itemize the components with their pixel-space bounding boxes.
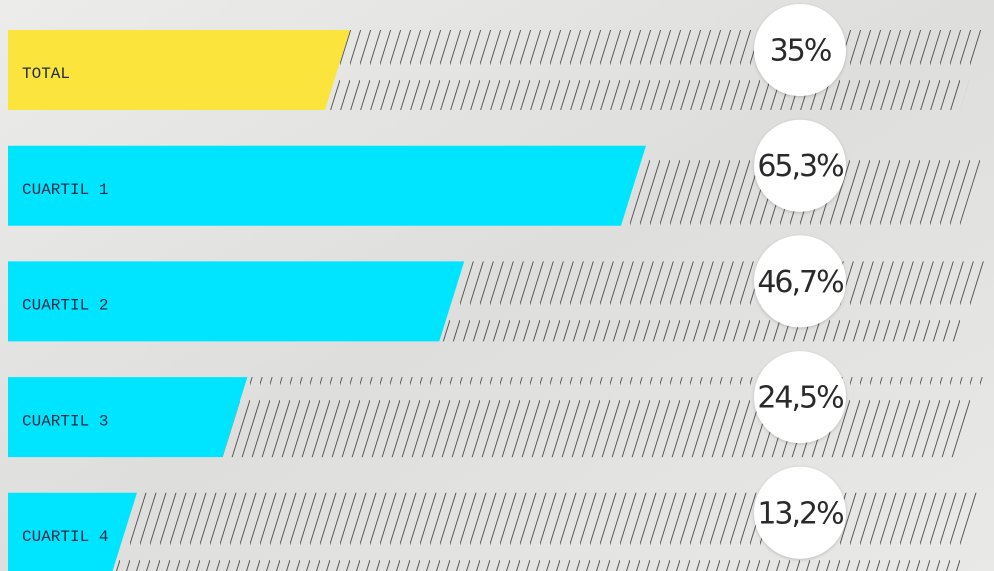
value-label: 24,5% bbox=[757, 381, 843, 416]
hatch-track bbox=[439, 261, 985, 342]
value-badge bbox=[754, 466, 846, 559]
value-badge bbox=[754, 119, 846, 212]
bar bbox=[8, 261, 465, 342]
bar bbox=[8, 377, 248, 458]
hatch-track bbox=[222, 377, 986, 458]
value-badge bbox=[754, 235, 846, 328]
bar bbox=[8, 492, 137, 571]
category-label: CUARTIL 4 bbox=[22, 528, 108, 546]
hatch-track bbox=[324, 30, 985, 110]
category-label: CUARTIL 3 bbox=[22, 412, 108, 430]
bar bbox=[8, 30, 350, 110]
value-badge bbox=[754, 351, 846, 444]
value-badge bbox=[754, 4, 846, 96]
hatch-track bbox=[112, 492, 985, 571]
value-label: 65,3% bbox=[757, 149, 843, 184]
value-label: 35% bbox=[770, 34, 831, 69]
value-label: 46,7% bbox=[757, 265, 843, 300]
category-label: CUARTIL 2 bbox=[22, 297, 108, 315]
value-label: 13,2% bbox=[757, 496, 843, 531]
category-label: TOTAL bbox=[22, 65, 70, 83]
category-label: CUARTIL 1 bbox=[22, 181, 108, 199]
bar bbox=[8, 145, 646, 226]
